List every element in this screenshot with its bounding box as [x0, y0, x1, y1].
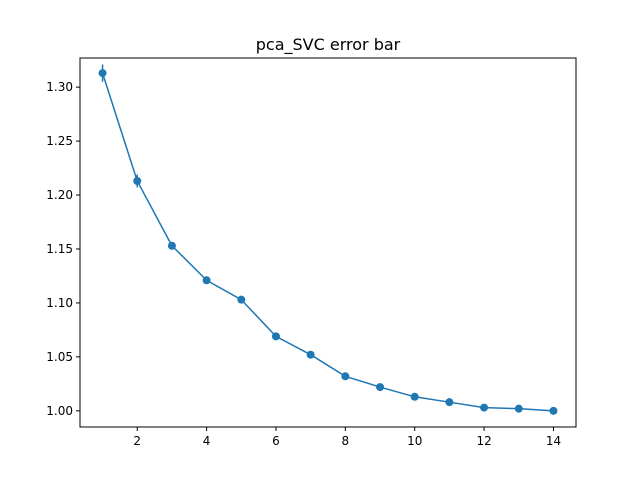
data-point	[133, 177, 142, 185]
x-tick-label: 2	[133, 434, 141, 448]
data-point	[306, 350, 315, 359]
data-point	[271, 332, 280, 341]
axes-frame	[79, 57, 577, 428]
x-tick-label: 14	[546, 434, 561, 448]
y-tick-label: 1.10	[46, 296, 73, 310]
y-tick-label: 1.00	[46, 404, 73, 418]
x-tick-label: 8	[342, 434, 350, 448]
y-tick-label: 1.05	[46, 350, 73, 364]
data-point	[237, 295, 246, 304]
x-tick-label: 4	[203, 434, 211, 448]
data-point	[480, 403, 489, 412]
series-line	[101, 72, 554, 412]
plot-area	[98, 64, 558, 415]
data-point	[514, 404, 523, 413]
y-tick-label: 1.30	[46, 80, 73, 94]
x-tick-label: 10	[407, 434, 422, 448]
x-tick-label: 12	[476, 434, 491, 448]
data-point	[376, 383, 385, 392]
y-tick-label: 1.25	[46, 134, 73, 148]
data-point	[98, 69, 107, 78]
chart-title: pca_SVC error bar	[256, 35, 401, 55]
data-point	[341, 372, 350, 381]
data-point	[549, 406, 558, 415]
data-point	[167, 241, 176, 250]
y-tick-label: 1.20	[46, 188, 73, 202]
data-point	[445, 398, 454, 407]
y-axis: 1.00 1.05 1.10 1.15 1.20 1.25 1.30	[46, 80, 80, 418]
y-tick-label: 1.15	[46, 242, 73, 256]
x-axis: 2 4 6 8 10 12 14	[133, 427, 561, 448]
x-tick-label: 6	[272, 434, 280, 448]
data-point	[410, 392, 419, 401]
data-point	[202, 276, 211, 285]
